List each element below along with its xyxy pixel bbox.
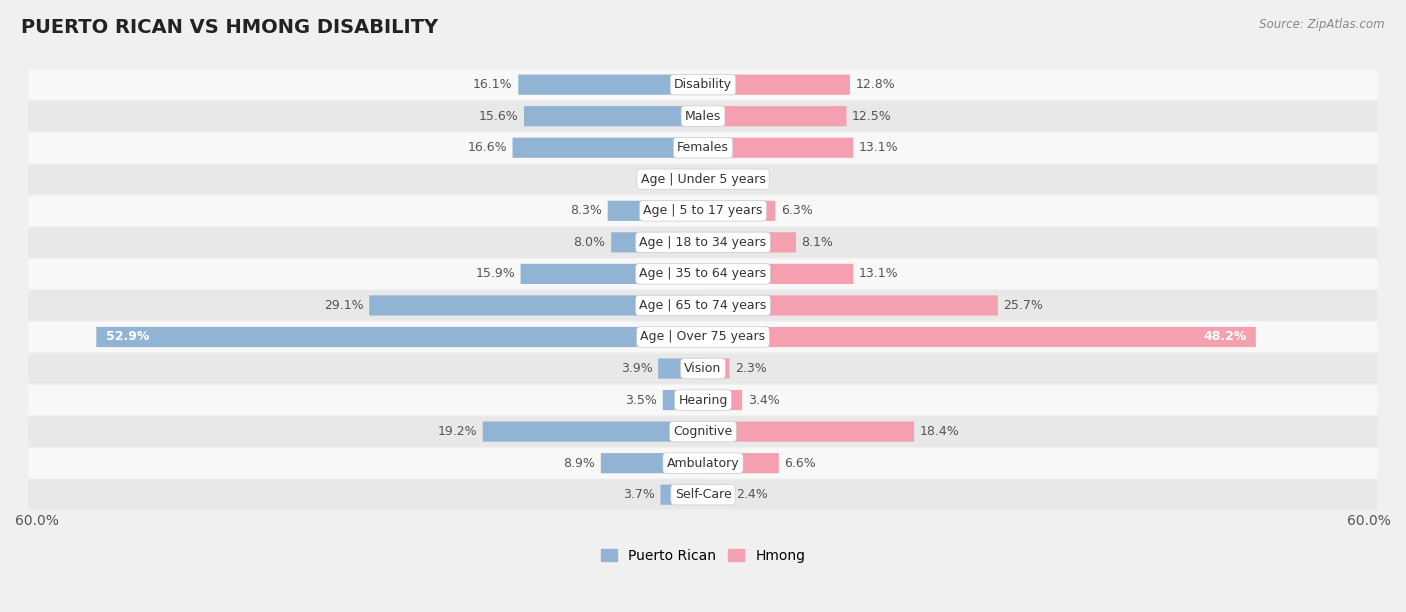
Text: 12.5%: 12.5%	[852, 110, 891, 122]
Text: PUERTO RICAN VS HMONG DISABILITY: PUERTO RICAN VS HMONG DISABILITY	[21, 18, 439, 37]
FancyBboxPatch shape	[28, 196, 1378, 226]
Text: 3.5%: 3.5%	[626, 394, 657, 406]
Text: 16.1%: 16.1%	[472, 78, 513, 91]
Text: Hearing: Hearing	[678, 394, 728, 406]
FancyBboxPatch shape	[600, 453, 703, 473]
FancyBboxPatch shape	[28, 385, 1378, 415]
Text: Source: ZipAtlas.com: Source: ZipAtlas.com	[1260, 18, 1385, 31]
Text: 15.6%: 15.6%	[478, 110, 519, 122]
Text: 3.7%: 3.7%	[623, 488, 655, 501]
FancyBboxPatch shape	[658, 359, 703, 379]
FancyBboxPatch shape	[482, 422, 703, 442]
FancyBboxPatch shape	[520, 264, 703, 284]
FancyBboxPatch shape	[703, 453, 779, 473]
FancyBboxPatch shape	[703, 233, 796, 253]
FancyBboxPatch shape	[703, 359, 730, 379]
FancyBboxPatch shape	[513, 138, 703, 158]
Text: 60.0%: 60.0%	[1347, 513, 1391, 528]
Text: 3.4%: 3.4%	[748, 394, 779, 406]
FancyBboxPatch shape	[612, 233, 703, 253]
Text: Males: Males	[685, 110, 721, 122]
Text: Age | Over 75 years: Age | Over 75 years	[641, 330, 765, 343]
FancyBboxPatch shape	[28, 101, 1378, 132]
FancyBboxPatch shape	[28, 164, 1378, 195]
Text: 52.9%: 52.9%	[105, 330, 149, 343]
FancyBboxPatch shape	[683, 169, 703, 189]
Text: Age | 18 to 34 years: Age | 18 to 34 years	[640, 236, 766, 249]
FancyBboxPatch shape	[661, 485, 703, 505]
Text: 13.1%: 13.1%	[859, 141, 898, 154]
Text: Self-Care: Self-Care	[675, 488, 731, 501]
FancyBboxPatch shape	[703, 390, 742, 410]
FancyBboxPatch shape	[703, 138, 853, 158]
Text: 60.0%: 60.0%	[15, 513, 59, 528]
FancyBboxPatch shape	[28, 290, 1378, 321]
FancyBboxPatch shape	[607, 201, 703, 221]
FancyBboxPatch shape	[28, 259, 1378, 289]
Text: 1.1%: 1.1%	[721, 173, 754, 186]
FancyBboxPatch shape	[28, 133, 1378, 163]
Text: 1.7%: 1.7%	[645, 173, 678, 186]
FancyBboxPatch shape	[703, 106, 846, 126]
Text: Disability: Disability	[673, 78, 733, 91]
Text: 6.3%: 6.3%	[780, 204, 813, 217]
FancyBboxPatch shape	[519, 75, 703, 95]
Text: 6.6%: 6.6%	[785, 457, 815, 469]
Text: 18.4%: 18.4%	[920, 425, 959, 438]
Text: Age | 65 to 74 years: Age | 65 to 74 years	[640, 299, 766, 312]
Text: 8.9%: 8.9%	[564, 457, 595, 469]
Text: 12.8%: 12.8%	[855, 78, 896, 91]
Text: 8.1%: 8.1%	[801, 236, 834, 249]
Text: Vision: Vision	[685, 362, 721, 375]
Text: 13.1%: 13.1%	[859, 267, 898, 280]
FancyBboxPatch shape	[524, 106, 703, 126]
FancyBboxPatch shape	[662, 390, 703, 410]
Text: 2.3%: 2.3%	[735, 362, 766, 375]
FancyBboxPatch shape	[28, 480, 1378, 510]
FancyBboxPatch shape	[703, 264, 853, 284]
FancyBboxPatch shape	[28, 448, 1378, 479]
FancyBboxPatch shape	[28, 70, 1378, 100]
FancyBboxPatch shape	[28, 227, 1378, 258]
FancyBboxPatch shape	[28, 417, 1378, 447]
FancyBboxPatch shape	[703, 296, 998, 316]
Text: 2.4%: 2.4%	[737, 488, 768, 501]
FancyBboxPatch shape	[703, 327, 1256, 347]
Legend: Puerto Rican, Hmong: Puerto Rican, Hmong	[598, 546, 808, 565]
FancyBboxPatch shape	[96, 327, 703, 347]
Text: Females: Females	[678, 141, 728, 154]
FancyBboxPatch shape	[703, 485, 731, 505]
Text: Ambulatory: Ambulatory	[666, 457, 740, 469]
Text: Age | Under 5 years: Age | Under 5 years	[641, 173, 765, 186]
Text: 48.2%: 48.2%	[1204, 330, 1247, 343]
Text: 25.7%: 25.7%	[1004, 299, 1043, 312]
FancyBboxPatch shape	[703, 422, 914, 442]
FancyBboxPatch shape	[370, 296, 703, 316]
Text: 29.1%: 29.1%	[323, 299, 364, 312]
Text: 16.6%: 16.6%	[467, 141, 508, 154]
FancyBboxPatch shape	[703, 201, 775, 221]
Text: Age | 5 to 17 years: Age | 5 to 17 years	[644, 204, 762, 217]
Text: 8.3%: 8.3%	[571, 204, 602, 217]
FancyBboxPatch shape	[703, 75, 849, 95]
FancyBboxPatch shape	[28, 353, 1378, 384]
FancyBboxPatch shape	[28, 322, 1378, 352]
Text: 15.9%: 15.9%	[475, 267, 515, 280]
Text: 3.9%: 3.9%	[621, 362, 652, 375]
FancyBboxPatch shape	[703, 169, 716, 189]
Text: Age | 35 to 64 years: Age | 35 to 64 years	[640, 267, 766, 280]
Text: 19.2%: 19.2%	[437, 425, 477, 438]
Text: 8.0%: 8.0%	[574, 236, 606, 249]
Text: Cognitive: Cognitive	[673, 425, 733, 438]
